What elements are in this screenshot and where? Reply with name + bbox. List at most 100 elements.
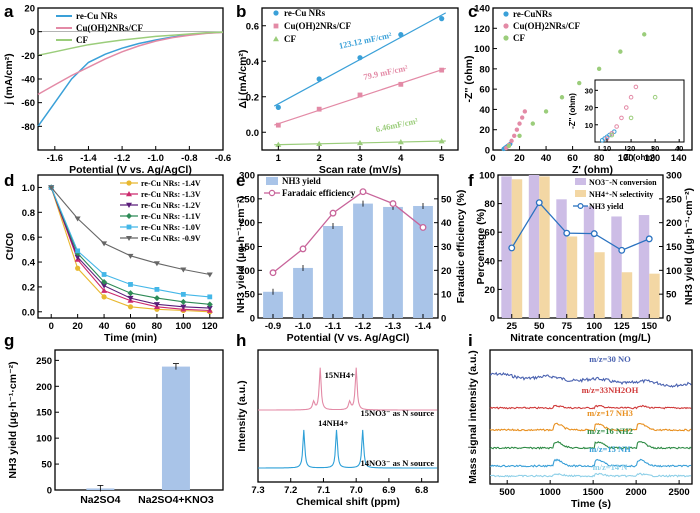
panel-i: i m/z=30 NO m/z=33NH2OH m/z=17 NH3 m/z=16 NH… (467, 331, 693, 510)
inset-point (619, 115, 624, 121)
y-tick-label: 60 (479, 85, 490, 96)
data-point (596, 66, 602, 72)
legend-marker (577, 203, 584, 210)
panel-a: a -1.6 -1.4 -1.2 -1.0 -0.8 -0.6 -80 -60 -40 -20 0 20… (3, 2, 231, 176)
inset-point (609, 132, 615, 138)
legend-label: NH3 yield (282, 176, 321, 186)
data-point (275, 141, 282, 147)
conversion-bar (528, 175, 540, 318)
data-point (543, 109, 549, 114)
x-axis-label: Time (s) (571, 498, 611, 510)
legend-label: re-Cu NRs: -1.1V (141, 212, 201, 221)
data-point (357, 55, 363, 61)
legend-marker (126, 236, 132, 241)
fe-point (329, 209, 337, 217)
x-axis-label: Potential (V vs. Ag/AgCl) (69, 164, 192, 176)
data-point (127, 295, 134, 302)
plot-frame (54, 349, 224, 491)
data-point (439, 16, 445, 22)
trace-label: m/z=17 NH3 (587, 408, 633, 418)
data-point (207, 294, 213, 300)
panel-label-a: a (4, 2, 14, 21)
trace-label: m/z=14 N (593, 462, 629, 472)
y-axis-label: Ct/C0 (4, 233, 16, 261)
slope-annotation: 6.46mF/cm² (375, 115, 419, 134)
data-point (522, 109, 528, 114)
selectivity-bar (566, 236, 578, 318)
x-tick-label: 25 (506, 321, 517, 332)
slope-annotation: 79.9 mF/cm² (362, 63, 409, 82)
yield-bar (383, 206, 403, 318)
y-tick-label: 150 (36, 408, 52, 419)
y2-tick-label: 0 (666, 314, 671, 325)
y-tick-label: 100 (239, 266, 255, 277)
y-axis-label: NH3 yield (μg·h⁻¹·cm⁻²) (235, 196, 247, 313)
panel-d: d 0 20 40 60 80 100 120 0.0 0.2 0.4 0.6 0.8 1.0 Time (… (4, 171, 224, 344)
yield-line (511, 201, 650, 252)
ms-trace (489, 371, 692, 388)
inset-point (623, 105, 629, 110)
x-tick-label: -0.8 (181, 153, 197, 164)
legend-swatch (266, 177, 278, 185)
data-point (75, 265, 81, 271)
inset-point (652, 94, 658, 100)
y-tick-label: -60 (21, 98, 35, 109)
y2-tick-label: 300 (666, 171, 682, 182)
x-tick-label: 100 (618, 153, 634, 164)
x-tick-label: 6.9 (382, 485, 395, 496)
panel-label-h: h (236, 331, 246, 350)
data-point (506, 143, 512, 149)
x-tick-label: 7.0 (350, 485, 363, 496)
yield-bar (413, 205, 433, 318)
x-tick-label: 2 (317, 153, 322, 164)
legend-swatch (575, 178, 586, 185)
y2-tick-label: 150 (666, 242, 682, 253)
inset-x-tick-label: 20 (627, 144, 635, 153)
data-point (275, 122, 281, 128)
y-tick-label: 120 (474, 24, 490, 35)
y-tick-label: 0.4 (22, 258, 36, 269)
data-point (180, 267, 187, 273)
ms-trace (489, 458, 692, 468)
y-tick-label: -40 (21, 75, 35, 86)
y2-tick-label: 40 (441, 218, 452, 229)
y-tick-label: 0 (47, 486, 52, 497)
legend-label: NH4⁺-N selectivity (589, 190, 653, 199)
data-point (517, 133, 522, 138)
data-point (512, 133, 517, 138)
y-tick-label: 80 (484, 199, 495, 210)
y-tick-label: 40 (484, 256, 495, 267)
legend-label: re-Cu NRs: -1.4V (141, 179, 201, 188)
inset-y-label: -Z'' (ohm) (568, 93, 577, 129)
y-tick-label: 140 (474, 4, 490, 15)
x-tick-label: 7.2 (284, 485, 297, 496)
series-line (37, 31, 224, 57)
x-tick-label: 2500 (669, 487, 690, 498)
trace-label: m/z=30 NO (589, 354, 631, 364)
data-point (180, 304, 187, 310)
y2-tick-label: 50 (666, 290, 677, 301)
y-axis-label: j (mA/cm²) (3, 53, 15, 105)
x-tick-label: -1.0 (148, 153, 164, 164)
conversion-bar (501, 176, 512, 318)
y2-tick-label: 20 (441, 266, 452, 277)
y-tick-label: 50 (41, 460, 52, 471)
data-point (357, 92, 363, 98)
ms-trace (489, 422, 692, 432)
inset-frame (594, 79, 685, 143)
fe-point (389, 200, 397, 208)
selectivity-bar (511, 179, 523, 318)
x-tick-label: -1.3 (385, 321, 401, 332)
yield-point (508, 244, 516, 252)
legend-label: re-CuNRs (513, 9, 552, 19)
y-axis-label: Mass signal intensity (a.u.) (467, 350, 479, 484)
data-point (153, 302, 160, 308)
yield-bar (353, 203, 373, 318)
ms-trace (489, 440, 692, 450)
y-tick-label: 250 (36, 356, 52, 367)
panel-label-b: b (236, 2, 246, 21)
x-axis-label: Time (min) (104, 332, 157, 344)
data-point (153, 261, 160, 267)
peak-label: 15NH4+ (325, 370, 356, 380)
